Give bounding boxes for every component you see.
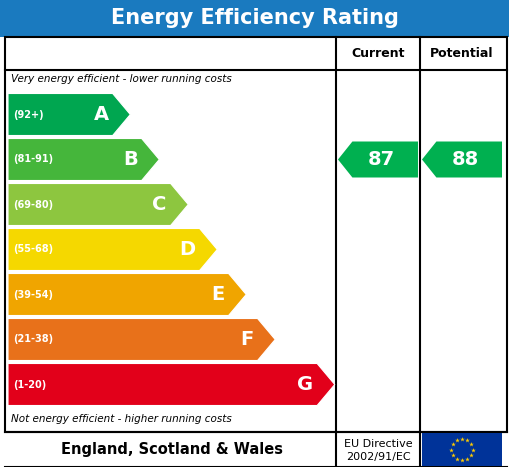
Polygon shape: [422, 142, 502, 177]
Bar: [0, 0, 509, 37]
Text: 2002/91/EC: 2002/91/EC: [346, 452, 410, 462]
Polygon shape: [8, 274, 246, 316]
Text: (69-80): (69-80): [13, 199, 53, 210]
Polygon shape: [8, 139, 159, 181]
Text: Current: Current: [351, 47, 405, 60]
Polygon shape: [8, 228, 217, 270]
Text: B: B: [123, 150, 137, 169]
Text: F: F: [240, 330, 253, 349]
Text: (1-20): (1-20): [13, 380, 46, 389]
Text: Very energy efficient - lower running costs: Very energy efficient - lower running co…: [11, 74, 232, 84]
Text: (55-68): (55-68): [13, 245, 53, 255]
Text: E: E: [211, 285, 224, 304]
Text: 88: 88: [452, 150, 479, 169]
Polygon shape: [8, 184, 188, 226]
Text: Potential: Potential: [430, 47, 494, 60]
Text: C: C: [152, 195, 166, 214]
Text: EU Directive: EU Directive: [344, 439, 412, 449]
Text: D: D: [180, 240, 195, 259]
Polygon shape: [8, 318, 275, 361]
Polygon shape: [338, 142, 418, 177]
Text: (92+): (92+): [13, 109, 44, 120]
Text: Energy Efficiency Rating: Energy Efficiency Rating: [110, 7, 399, 28]
Text: 87: 87: [368, 150, 395, 169]
Polygon shape: [8, 363, 335, 405]
Text: England, Scotland & Wales: England, Scotland & Wales: [61, 442, 283, 457]
Bar: [422, 433, 502, 466]
Bar: [5, 37, 507, 432]
Text: A: A: [94, 105, 108, 124]
Text: (81-91): (81-91): [13, 155, 53, 164]
Text: (39-54): (39-54): [13, 290, 53, 299]
Text: Not energy efficient - higher running costs: Not energy efficient - higher running co…: [11, 415, 232, 425]
Text: G: G: [297, 375, 313, 394]
Text: (21-38): (21-38): [13, 334, 53, 345]
Polygon shape: [8, 93, 130, 135]
